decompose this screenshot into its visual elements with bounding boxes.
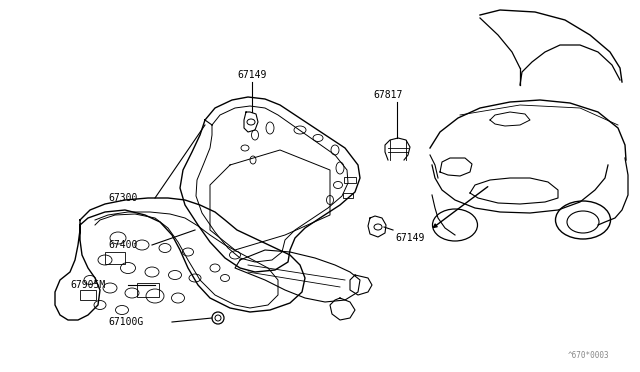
Text: 67905M: 67905M (70, 280, 105, 290)
Bar (344, 177, 356, 183)
Text: 67149: 67149 (395, 233, 424, 243)
Text: 67300: 67300 (108, 193, 138, 203)
Text: 67817: 67817 (373, 90, 403, 100)
Bar (105, 252, 125, 264)
Bar (343, 192, 353, 198)
Text: 67149: 67149 (237, 70, 267, 80)
Text: 67100G: 67100G (108, 317, 143, 327)
Text: ^670*0003: ^670*0003 (568, 351, 610, 360)
Text: 67400: 67400 (108, 240, 138, 250)
Bar (137, 283, 159, 297)
Bar (80, 290, 96, 300)
